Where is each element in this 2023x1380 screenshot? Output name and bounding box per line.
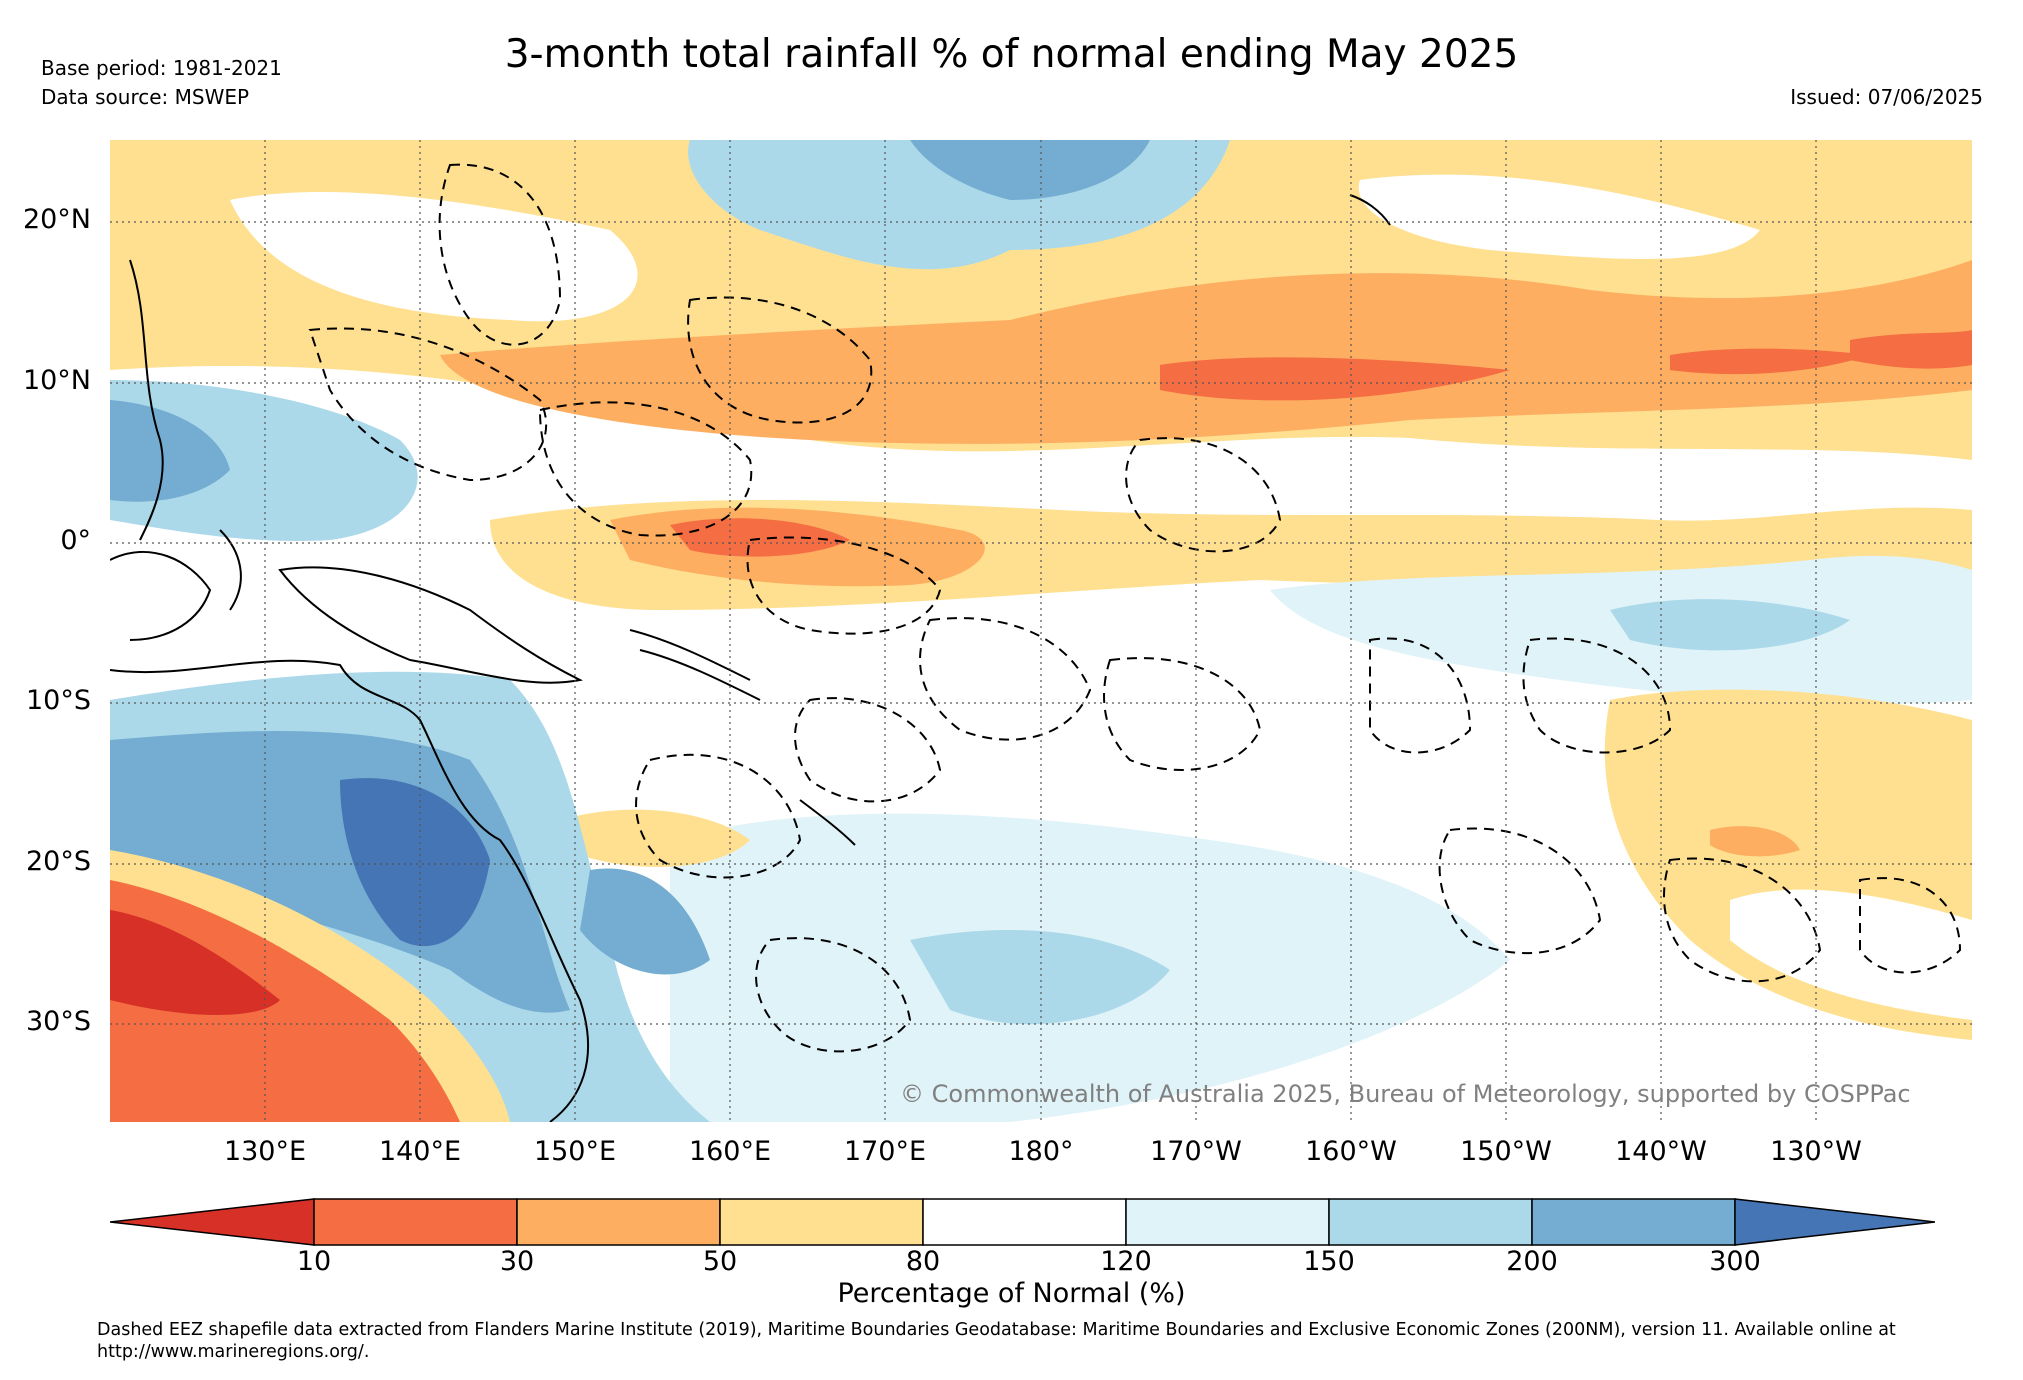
coastline-new-guinea bbox=[278, 566, 584, 684]
colorbar bbox=[110, 1198, 1935, 1246]
rain-region-central-wet bbox=[1270, 555, 1972, 704]
lon-label-130e: 130°E bbox=[223, 1136, 307, 1167]
issued-date-text: Issued: 07/06/2025 bbox=[1790, 85, 1983, 109]
lon-label-140w: 140°W bbox=[1615, 1136, 1707, 1167]
rain-region-coral-sea-wet bbox=[580, 868, 710, 975]
colorbar-tick-120: 120 bbox=[1100, 1246, 1152, 1277]
rain-region-sw-pacific-dry-patch bbox=[560, 809, 750, 867]
lon-label-160e: 160°E bbox=[688, 1136, 772, 1167]
rain-region-philippine-sea-wet bbox=[110, 380, 418, 541]
rain-region-itcz-core-eastmost bbox=[1850, 330, 1972, 369]
colorbar-segment-30-50 bbox=[516, 1198, 721, 1246]
colorbar-tick-50: 50 bbox=[702, 1246, 738, 1277]
rain-region-itcz-core-east bbox=[1670, 348, 1870, 375]
rain-region-itcz-dry bbox=[440, 260, 1972, 444]
colorbar-segment-200-300 bbox=[1531, 1198, 1736, 1246]
eez-boundaries bbox=[308, 163, 1962, 1053]
colorbar-tick-80: 80 bbox=[905, 1246, 941, 1277]
rain-region-equatorial-core bbox=[670, 518, 850, 557]
lon-label-150e: 150°E bbox=[533, 1136, 617, 1167]
colorbar-tick-30: 30 bbox=[499, 1246, 535, 1277]
coastline-solomons bbox=[629, 629, 761, 701]
colorbar-segment-80-120 bbox=[922, 1198, 1127, 1246]
colorbar-segment-under-10 bbox=[110, 1198, 315, 1246]
colorbar-segment-120-150 bbox=[1125, 1198, 1330, 1246]
colorbar-tick-200: 200 bbox=[1506, 1246, 1558, 1277]
rain-region-central-wet-core bbox=[1610, 599, 1850, 651]
rain-region-australia-core bbox=[340, 778, 490, 947]
lon-label-170w: 170°W bbox=[1150, 1136, 1242, 1167]
rainfall-map bbox=[110, 140, 1972, 1122]
rain-region-sw-pacific-wet bbox=[910, 930, 1170, 1025]
rain-region-southeast-moderate bbox=[1710, 826, 1800, 857]
rain-region-north-white-2 bbox=[1358, 174, 1760, 259]
coastline-new-caledonia bbox=[799, 799, 856, 846]
rain-region-itcz-core bbox=[1160, 357, 1510, 401]
colorbar-segment-10-30 bbox=[313, 1198, 518, 1246]
lon-label-180: 180° bbox=[1008, 1136, 1074, 1167]
rain-region-north-white-1 bbox=[230, 191, 638, 322]
rain-region-north-wet-core bbox=[910, 140, 1150, 200]
rain-region-philippine-sea-core bbox=[110, 400, 230, 502]
colorbar-segment-over-300 bbox=[1734, 1198, 1935, 1246]
coastline-australia bbox=[110, 659, 589, 1122]
lat-label-0: 0° bbox=[60, 525, 91, 556]
lat-label-30s: 30°S bbox=[26, 1006, 91, 1037]
rain-region-australia-wet bbox=[110, 731, 570, 1013]
coastline-borneo-sulawesi bbox=[110, 529, 242, 641]
coastline-hawaii bbox=[1349, 194, 1391, 226]
lon-label-130w: 130°W bbox=[1770, 1136, 1862, 1167]
footer-note: Dashed EEZ shapefile data extracted from… bbox=[97, 1320, 1896, 1362]
colorbar-tick-300: 300 bbox=[1709, 1246, 1761, 1277]
rain-region-southeast-white bbox=[1730, 889, 1972, 1020]
page-title: 3-month total rainfall % of normal endin… bbox=[504, 32, 1519, 77]
lon-label-170e: 170°E bbox=[843, 1136, 927, 1167]
data-source-text: Data source: MSWEP bbox=[41, 85, 250, 109]
copyright-text: © Commonwealth of Australia 2025, Bureau… bbox=[900, 1080, 1911, 1108]
colorbar-segment-50-80 bbox=[719, 1198, 924, 1246]
lon-label-160w: 160°W bbox=[1305, 1136, 1397, 1167]
base-period-text: Base period: 1981-2021 bbox=[41, 56, 282, 80]
colorbar-tick-10: 10 bbox=[296, 1246, 332, 1277]
colorbar-segment-150-200 bbox=[1328, 1198, 1533, 1246]
graticule bbox=[110, 140, 1972, 1122]
coastline-philippines bbox=[129, 259, 164, 541]
lon-label-140e: 140°E bbox=[378, 1136, 462, 1167]
lat-label-20s: 20°S bbox=[26, 846, 91, 877]
colorbar-tick-150: 150 bbox=[1303, 1246, 1355, 1277]
rain-region-australia-south-moderate bbox=[110, 880, 460, 1122]
lat-label-20n: 20°N bbox=[22, 204, 91, 235]
lat-label-10n: 10°N bbox=[22, 365, 91, 396]
colorbar-label: Percentage of Normal (%) bbox=[837, 1278, 1186, 1309]
lat-label-10s: 10°S bbox=[26, 685, 91, 716]
rain-region-australia-south-core bbox=[110, 910, 280, 1015]
lon-label-150w: 150°W bbox=[1460, 1136, 1552, 1167]
